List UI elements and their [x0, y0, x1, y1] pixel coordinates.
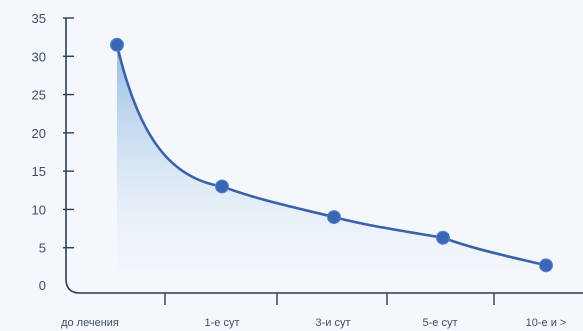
y-tick-label: 15	[32, 164, 46, 179]
y-tick-label: 10	[32, 202, 46, 217]
data-point	[436, 230, 450, 245]
series-line-path	[115, 44, 547, 267]
x-tick-label: до лечения	[61, 317, 119, 329]
y-tick-label: 30	[32, 49, 46, 64]
y-tick-label: 5	[39, 241, 46, 256]
series-line	[115, 44, 547, 267]
x-tick-label: 5-е сут	[423, 317, 458, 329]
x-tick-label: 1-е сут	[205, 317, 240, 329]
data-point	[110, 37, 124, 52]
data-points	[110, 37, 553, 273]
y-tick-label: 35	[32, 11, 46, 26]
x-tick-label: 3-и сут	[315, 317, 350, 329]
data-point	[215, 179, 229, 194]
area-path	[117, 44, 546, 270]
data-point	[539, 258, 553, 273]
y-axis-ticks: 0 5 10 15 20 25 30 35	[32, 11, 74, 293]
y-tick-label: 25	[32, 88, 46, 103]
x-tick-label: 10-е и >	[526, 317, 567, 329]
axis-line	[65, 18, 583, 294]
y-tick-label: 0	[39, 278, 46, 293]
y-tick-label: 20	[32, 126, 46, 141]
axes	[65, 18, 583, 294]
data-point	[327, 210, 341, 225]
x-axis-ticks: до лечения 1-е сут 3-и сут 5-е сут 10-е и >	[61, 293, 566, 329]
area-fill	[117, 44, 546, 270]
